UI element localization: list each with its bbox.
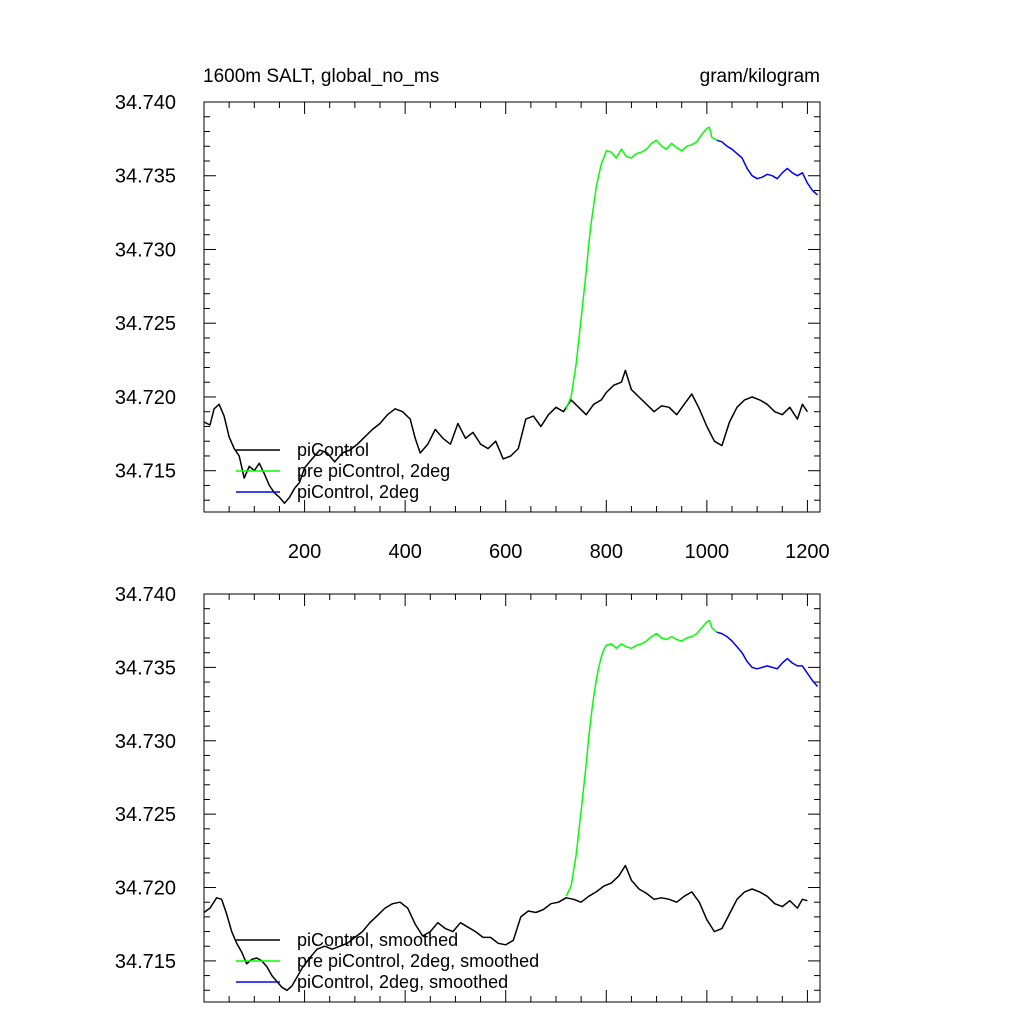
top-panel: 34.715 34.720 34.725 34.730 34.735 34.740 200 4… xyxy=(115,92,830,563)
y-tick-label: 34.725 xyxy=(115,313,176,335)
legend-label: piControl xyxy=(297,440,369,460)
series-line xyxy=(203,864,808,992)
x-tick-label: 800 xyxy=(590,541,623,563)
plot-frame xyxy=(203,593,821,1003)
x-tick-label: 1200 xyxy=(785,541,830,563)
plot-frame xyxy=(203,101,821,513)
y-tick-label: 34.730 xyxy=(115,239,176,261)
y-tick-label: 34.735 xyxy=(115,166,176,188)
series-line xyxy=(203,369,809,504)
x-tick-label: 400 xyxy=(388,541,421,563)
series-line xyxy=(565,619,718,897)
y-tick-label: 34.715 xyxy=(115,461,176,483)
y-tick-label: 34.725 xyxy=(115,804,176,826)
x-tick-label: 200 xyxy=(288,541,321,563)
legend-label: piControl, 2deg xyxy=(297,482,419,502)
bottom-panel: 34.715 34.720 34.725 34.730 34.735 34.740 piCo… xyxy=(115,584,821,1003)
series-line xyxy=(565,126,718,410)
y-tick-label: 34.720 xyxy=(115,878,176,900)
y-tick-label: 34.740 xyxy=(115,584,176,606)
chart-title-left: 1600m SALT, global_no_ms xyxy=(203,66,439,87)
legend-label: piControl, 2deg, smoothed xyxy=(297,972,508,992)
y-tick-label: 34.715 xyxy=(115,951,176,973)
series-line xyxy=(716,631,819,687)
legend-label: pre piControl, 2deg, smoothed xyxy=(297,951,539,971)
series-line xyxy=(716,139,818,196)
x-tick-label: 600 xyxy=(489,541,522,563)
x-tick-label: 1000 xyxy=(685,541,730,563)
y-tick-label: 34.730 xyxy=(115,731,176,753)
y-tick-label: 34.720 xyxy=(115,387,176,409)
y-tick-label: 34.740 xyxy=(115,92,176,114)
legend-label: pre piControl, 2deg xyxy=(297,461,450,481)
legend-label: piControl, smoothed xyxy=(297,930,458,950)
y-tick-label: 34.735 xyxy=(115,657,176,679)
chart-title-right: gram/kilogram xyxy=(700,66,820,87)
